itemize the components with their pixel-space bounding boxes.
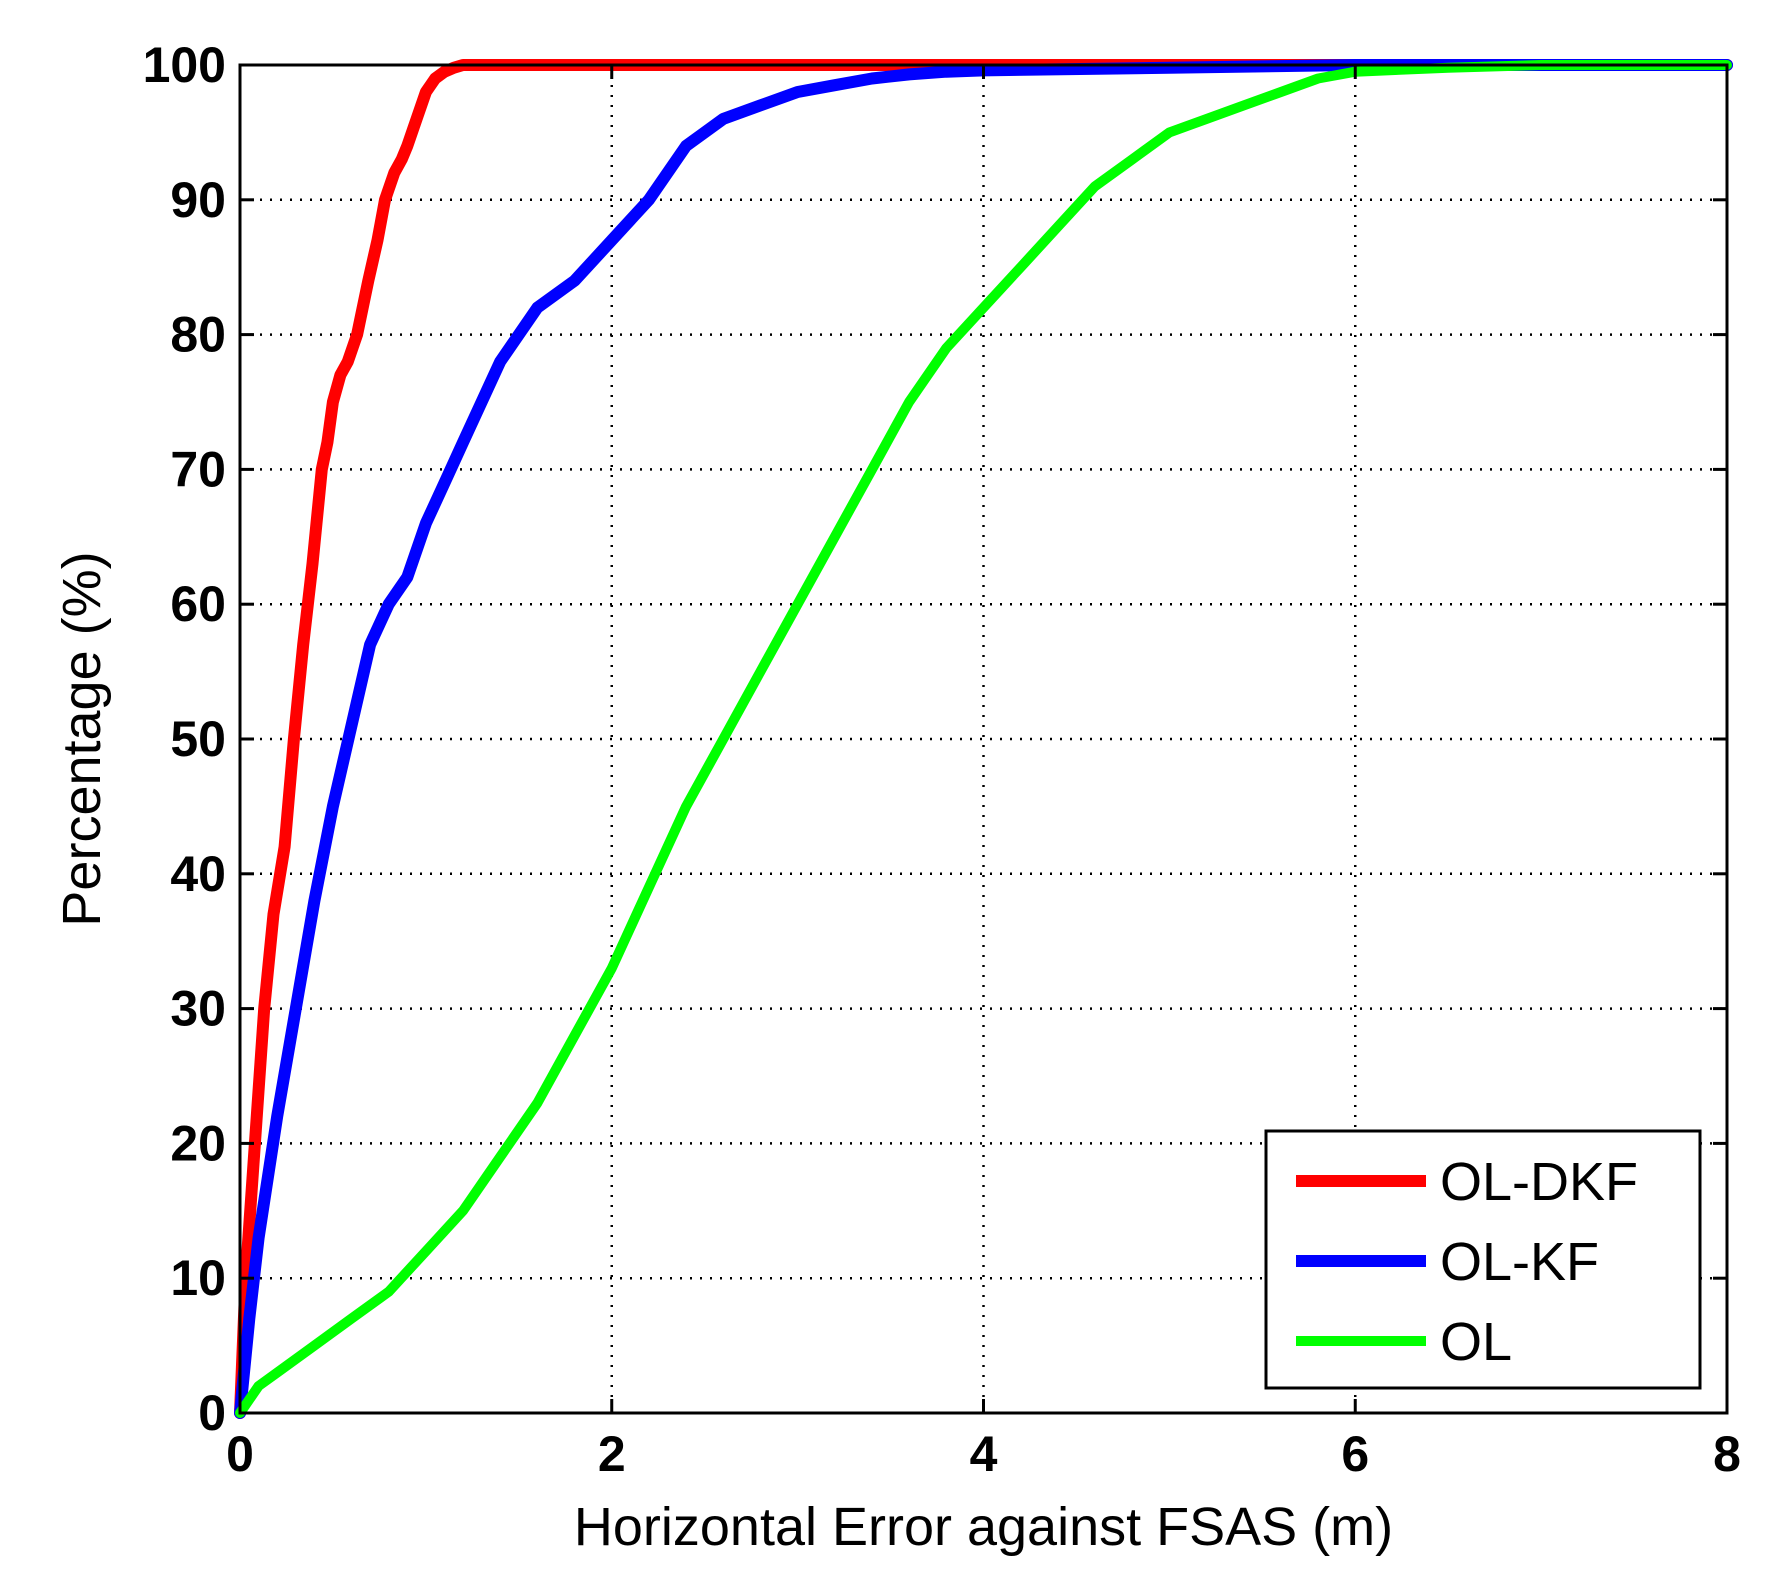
x-tick-label: 4 (970, 1426, 998, 1482)
legend-label-ol: OL (1440, 1312, 1512, 1372)
axis-ticks (238, 63, 1729, 1415)
legend-label-ol-dkf: OL-DKF (1440, 1152, 1638, 1212)
y-tick-label: 90 (170, 172, 226, 228)
x-tick-label: 6 (1341, 1426, 1369, 1482)
y-tick-label: 10 (170, 1250, 226, 1306)
series-line-ol (235, 60, 1732, 1418)
y-tick-label: 0 (198, 1385, 226, 1441)
y-tick-label: 30 (170, 981, 226, 1037)
x-axis-label: Horizontal Error against FSAS (m) (574, 1497, 1393, 1557)
x-tick-label: 0 (226, 1426, 254, 1482)
y-tick-label: 100 (143, 37, 226, 93)
legend: OL-DKF OL-KF OL (1264, 1129, 1702, 1390)
x-tick-label: 8 (1713, 1426, 1741, 1482)
legend-label-ol-kf: OL-KF (1440, 1232, 1599, 1292)
y-tick-label: 80 (170, 307, 226, 363)
series-line-ol-kf (234, 59, 1733, 1419)
y-axis-label: Percentage (%) (52, 551, 112, 926)
y-tick-label: 70 (170, 441, 226, 497)
y-tick-label: 20 (170, 1115, 226, 1171)
y-tick-label: 40 (170, 846, 226, 902)
y-tick-label: 50 (170, 711, 226, 767)
y-tick-label: 60 (170, 576, 226, 632)
x-tick-label: 2 (598, 1426, 626, 1482)
